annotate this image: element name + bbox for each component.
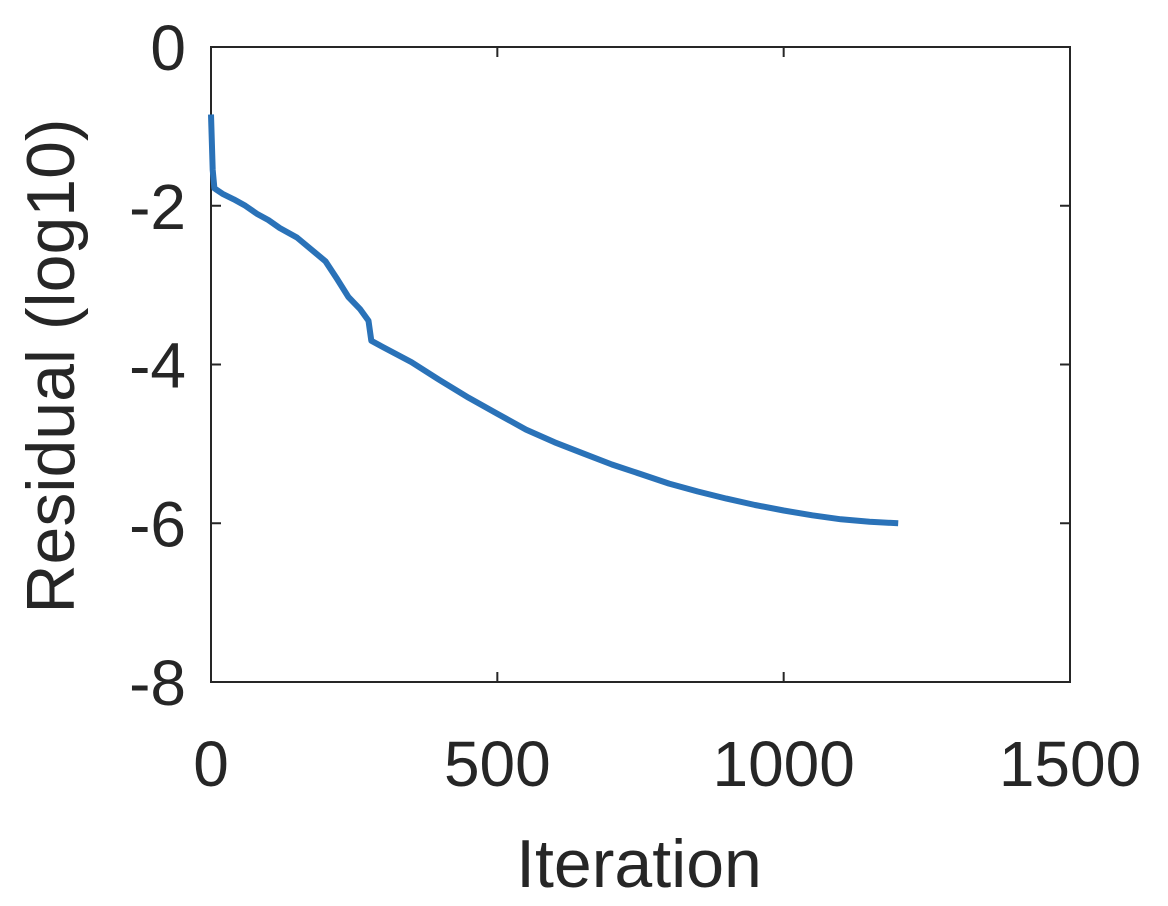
x-tick-label: 1000 xyxy=(712,728,854,800)
y-tick-label: -6 xyxy=(129,488,186,560)
x-tick-label: 500 xyxy=(444,728,551,800)
ticks-layer: 0 500 1000 1500 0 -2 -4 -6 -8 xyxy=(129,12,1141,800)
x-axis-title: Iteration xyxy=(516,826,762,902)
plot-area xyxy=(210,46,1071,683)
y-tick-label: -4 xyxy=(129,330,186,402)
y-axis-title: Residual (log10) xyxy=(13,118,89,613)
series-layer xyxy=(208,114,899,527)
series-line xyxy=(208,114,899,527)
y-tick-label: -2 xyxy=(129,171,186,243)
x-tick-label: 0 xyxy=(193,728,229,800)
y-tick-label: -8 xyxy=(129,647,186,719)
axes-box xyxy=(210,46,1071,683)
x-tick-label: 1500 xyxy=(999,728,1141,800)
y-tick-label: 0 xyxy=(150,12,186,84)
